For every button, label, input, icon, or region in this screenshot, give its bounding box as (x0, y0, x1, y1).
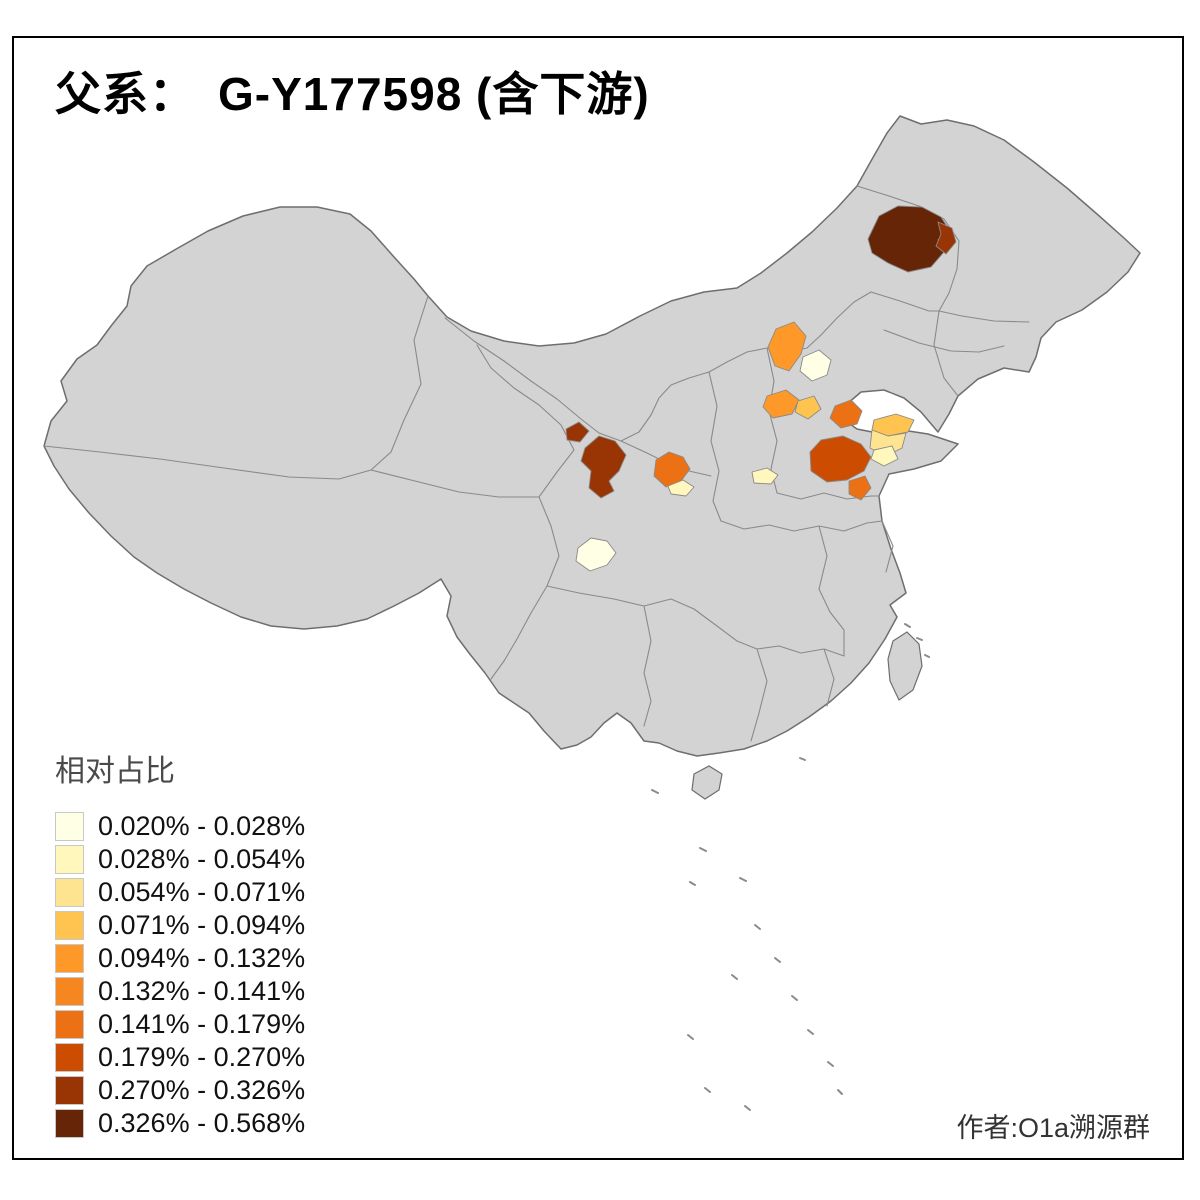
legend-swatch (55, 911, 84, 940)
islet-mark (731, 974, 738, 980)
legend-row: 0.054% - 0.071% (55, 877, 306, 907)
islet-mark (827, 1061, 834, 1067)
legend-swatch (55, 944, 84, 973)
region-sichuan-cream (575, 537, 617, 572)
south-china-sea-islets (651, 623, 930, 1111)
islands (691, 631, 923, 800)
region-shandong-peninsula-cream (870, 445, 899, 467)
legend-swatch (55, 1076, 84, 1105)
legend-row: 0.094% - 0.132% (55, 943, 306, 973)
legend-row: 0.270% - 0.326% (55, 1075, 306, 1105)
region-shandong-south-orange (848, 475, 872, 501)
legend-row: 0.326% - 0.568% (55, 1108, 306, 1138)
legend-rows: 0.020% - 0.028% 0.028% - 0.054% 0.054% - 0… (55, 811, 306, 1138)
region-shandong-main-redorange (809, 435, 872, 483)
boundary-north-china (620, 347, 880, 522)
legend-label: 0.326% - 0.568% (98, 1108, 306, 1138)
legend-swatch (55, 1109, 84, 1138)
islet-mark (916, 637, 923, 641)
legend-label: 0.028% - 0.054% (98, 844, 306, 874)
region-henan-north-pale (751, 467, 779, 485)
province-boundaries (43, 185, 1030, 742)
islet-mark (651, 789, 659, 794)
region-shanxi-orange-east (794, 395, 822, 420)
region-shanxi-orange-west (762, 389, 800, 419)
boundary-qinghai-tibet (370, 344, 575, 680)
legend-swatch (55, 977, 84, 1006)
legend-label: 0.179% - 0.270% (98, 1042, 306, 1072)
map-legend: 相对占比 0.020% - 0.028% 0.028% - 0.054% 0.054… (55, 746, 305, 1142)
plot-title: 父系： G-Y177598 (含下游) (55, 58, 650, 124)
islet-mark (837, 1089, 843, 1095)
islet-mark (687, 1034, 694, 1040)
islet-mark (739, 877, 747, 882)
islet-mark (704, 1087, 711, 1093)
boundary-south (643, 605, 845, 742)
region-gansu-dark-main (580, 435, 627, 499)
legend-label: 0.020% - 0.028% (98, 811, 306, 841)
legend-swatch (55, 878, 84, 907)
legend-swatch (55, 1010, 84, 1039)
legend-label: 0.071% - 0.094% (98, 910, 306, 940)
legend-row: 0.071% - 0.094% (55, 910, 306, 940)
islet-mark (791, 995, 798, 1001)
legend-label: 0.094% - 0.132% (98, 943, 306, 973)
legend-label: 0.132% - 0.141% (98, 976, 306, 1006)
legend-row: 0.179% - 0.270% (55, 1042, 306, 1072)
legend-title: 相对占比 (55, 755, 175, 788)
islet-mark (807, 1029, 814, 1035)
credit-text: 作者:O1a溯源群 (956, 1113, 1150, 1143)
legend-swatch (55, 812, 84, 841)
region-hebei-south-orange (829, 399, 863, 429)
legend-row: 0.141% - 0.179% (55, 1009, 306, 1039)
islet-mark (799, 757, 806, 761)
region-shaanxi-orange (653, 451, 691, 488)
legend-label: 0.270% - 0.326% (98, 1075, 306, 1105)
legend-row: 0.132% - 0.141% (55, 976, 306, 1006)
region-northeast-dark-brown (867, 205, 951, 273)
taiwan-island (887, 631, 923, 701)
hainan-island (691, 765, 723, 800)
region-hebei-northwest-orange (767, 321, 807, 372)
colored-regions (565, 205, 957, 572)
islet-mark (699, 847, 707, 852)
region-gansu-dark-northwest (565, 421, 590, 443)
islet-mark (924, 654, 930, 658)
region-beijing-pale (799, 349, 832, 382)
region-northeast-east-lobe (935, 221, 957, 255)
boundary-central (546, 520, 894, 613)
legend-row: 0.028% - 0.054% (55, 844, 306, 874)
islet-mark (744, 1105, 751, 1111)
boundary-inner-mongolia-south (444, 291, 872, 442)
region-shaanxi-pale (667, 479, 695, 497)
title-haplogroup: G-Y177598 (含下游) (218, 68, 650, 120)
legend-label: 0.141% - 0.179% (98, 1009, 306, 1039)
legend-label: 0.054% - 0.071% (98, 877, 306, 907)
islet-mark (904, 623, 911, 628)
islet-mark (754, 924, 761, 930)
legend-swatch (55, 845, 84, 874)
china-mainland-outline (43, 115, 1141, 757)
boundary-xinjiang (43, 295, 429, 480)
islet-mark (689, 881, 696, 886)
title-prefix: 父系： (55, 68, 196, 120)
legend-row: 0.020% - 0.028% (55, 811, 306, 841)
legend-swatch (55, 1043, 84, 1072)
islet-mark (774, 957, 781, 963)
